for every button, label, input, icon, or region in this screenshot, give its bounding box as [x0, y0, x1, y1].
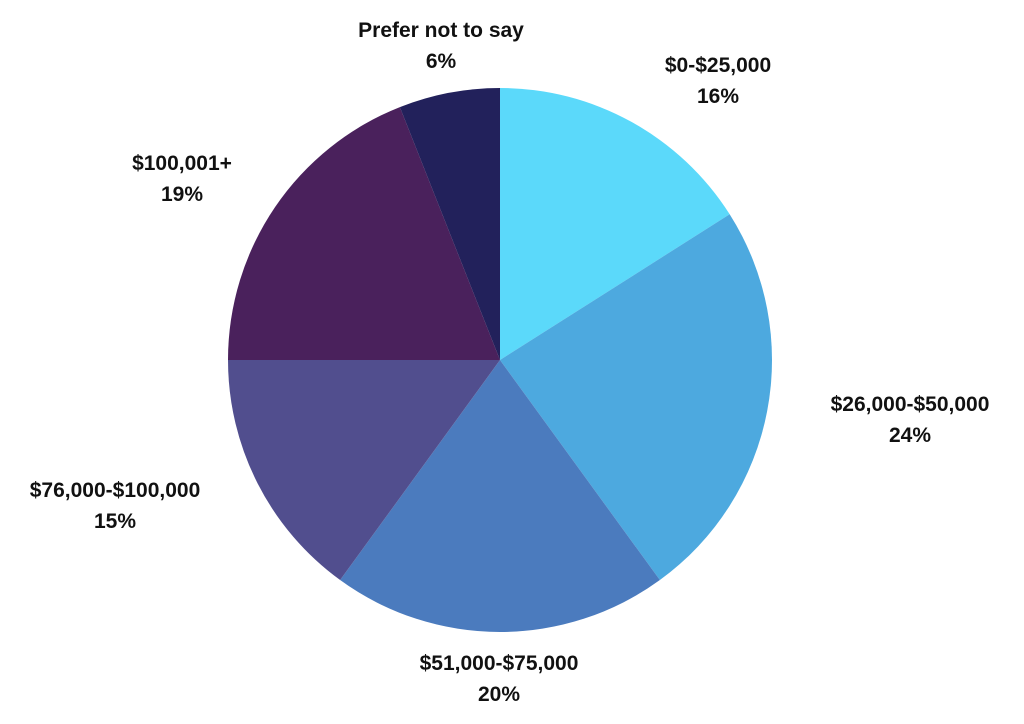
slice-label: $26,000-$50,000 24% — [831, 389, 990, 451]
pie-slice — [500, 214, 772, 581]
slice-label-name: Prefer not to say — [358, 19, 524, 42]
slice-label-name: $76,000-$100,000 — [29, 479, 201, 502]
slice-label: $0-$25,000 16% — [665, 50, 771, 112]
slice-label-value: 19% — [160, 183, 204, 206]
slice-label-value: 20% — [477, 683, 521, 706]
pie-slice — [228, 107, 500, 360]
slice-label: $51,000-$75,000 20% — [420, 648, 579, 710]
pie-slice — [399, 88, 500, 360]
slice-label-value: 6% — [425, 50, 457, 73]
slice-label-name: $51,000-$75,000 — [419, 652, 579, 675]
slice-label-value: 15% — [93, 510, 137, 533]
pie-slice — [340, 360, 660, 632]
slice-label-value: 16% — [696, 85, 740, 108]
slice-label-value: 24% — [888, 424, 932, 447]
pie-slice — [500, 88, 730, 360]
slice-label: $76,000-$100,000 15% — [30, 475, 201, 537]
slice-label-name: $0-$25,000 — [664, 54, 772, 77]
slice-label: $100,001+ 19% — [132, 148, 232, 210]
slice-label-name: $26,000-$50,000 — [830, 393, 990, 416]
slice-label: Prefer not to say 6% — [358, 15, 524, 77]
slice-label-name: $100,001+ — [132, 152, 232, 175]
pie-slice — [228, 360, 500, 581]
